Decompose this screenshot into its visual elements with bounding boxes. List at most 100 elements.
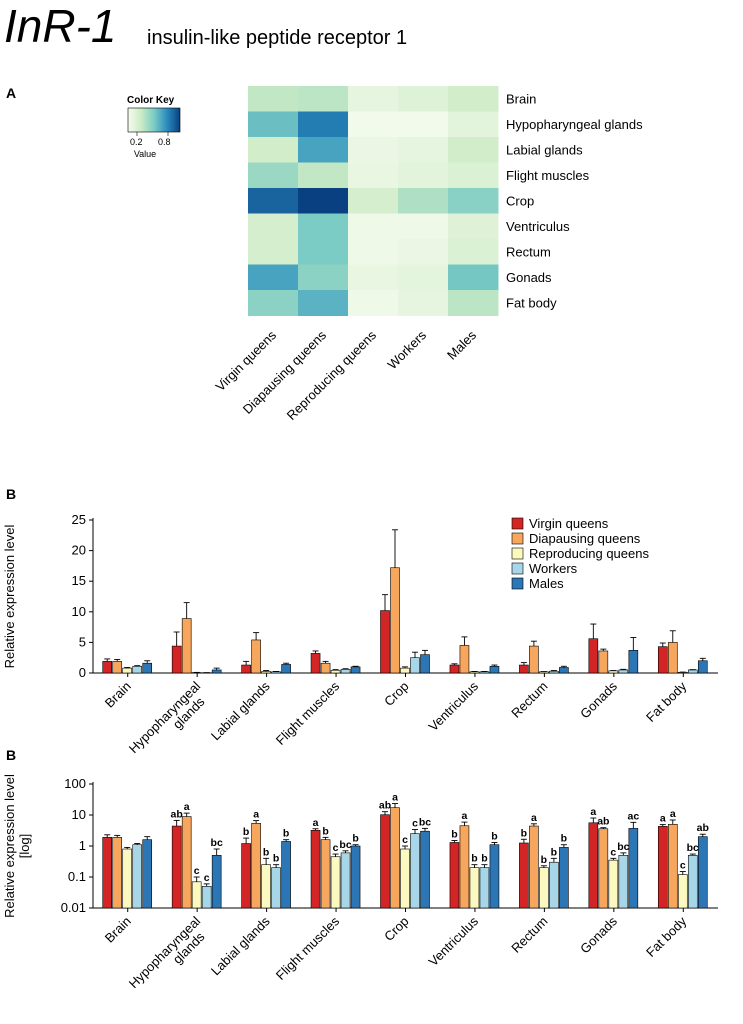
bar	[489, 665, 500, 674]
bar	[400, 848, 410, 909]
bar	[112, 837, 123, 909]
bar	[281, 664, 291, 674]
bar	[667, 824, 678, 909]
bar	[469, 671, 480, 674]
legend-swatch	[511, 577, 524, 590]
bar	[241, 664, 251, 674]
heatmap-cell	[448, 188, 499, 214]
x-tick-label: Flight muscles	[273, 678, 343, 748]
bar	[261, 671, 271, 674]
heatmap-cell	[298, 290, 349, 316]
bar	[380, 814, 390, 909]
bar	[519, 842, 529, 909]
bar	[459, 645, 470, 674]
x-tick-label-line: Rectum	[508, 679, 550, 721]
heatmap-cell	[248, 188, 299, 214]
y-tick-label: 100	[64, 776, 86, 791]
bar	[657, 646, 668, 674]
heatmap-row-label: Rectum	[506, 244, 551, 259]
bar	[390, 567, 400, 674]
y-axis-label: Relative expression level	[2, 524, 17, 668]
x-tick-label: Fat body	[643, 678, 690, 725]
significance-label: bc	[339, 839, 351, 851]
significance-label: c	[333, 842, 339, 854]
bar	[549, 670, 559, 674]
bar	[400, 667, 410, 674]
bar	[420, 830, 430, 909]
color-key-tick-1: 0.8	[158, 137, 171, 147]
bar	[469, 867, 480, 909]
significance-label: b	[521, 827, 527, 839]
bar	[459, 825, 470, 909]
x-tick-label: Labial glands	[208, 678, 273, 743]
bar	[608, 859, 619, 909]
significance-label: c	[402, 834, 408, 846]
color-key-gradient	[127, 107, 181, 133]
bar	[479, 671, 490, 674]
significance-label: b	[551, 846, 557, 858]
bar	[618, 855, 629, 909]
significance-label: bc	[687, 842, 699, 854]
x-tick-label-line: Crop	[381, 914, 412, 945]
heatmap-column-label: Males	[444, 327, 479, 362]
heatmap-cell	[398, 86, 449, 112]
significance-label: a	[253, 809, 259, 821]
x-tick-label: Gonads	[577, 913, 620, 956]
y-tick-label: 10	[72, 807, 86, 822]
heatmap-cell	[248, 162, 299, 189]
significance-label: ab	[697, 822, 709, 834]
heatmap-cell	[448, 213, 499, 240]
x-tick-label: Ventriculus	[425, 913, 481, 969]
legend-swatch	[511, 517, 524, 530]
heatmap-row-label: Gonads	[506, 270, 552, 285]
color-key-tick-0: 0.2	[130, 137, 143, 147]
legend-swatch	[511, 547, 524, 560]
heatmap-cell	[398, 137, 449, 163]
bar	[142, 662, 153, 674]
significance-label: c	[194, 865, 200, 877]
x-tick-label: Gonads	[577, 678, 620, 721]
x-tick-label-line: Ventriculus	[425, 678, 481, 734]
significance-label: b	[481, 853, 487, 865]
bar	[479, 867, 490, 909]
heatmap-cell	[398, 239, 449, 265]
heatmap-row-label: Brain	[506, 91, 536, 106]
bar	[211, 669, 222, 674]
bar	[201, 886, 212, 909]
bar	[618, 669, 629, 674]
bar	[281, 841, 291, 909]
y-tick-label: 0	[79, 665, 86, 680]
significance-label: b	[471, 853, 477, 865]
heatmap-cell	[448, 137, 499, 163]
heatmap-row-label: Labial glands	[506, 142, 583, 157]
significance-label: b	[451, 829, 457, 841]
bar	[132, 844, 143, 909]
heatmap-row-label: Flight muscles	[506, 168, 590, 183]
heatmap-cell	[298, 162, 349, 189]
significance-label: a	[313, 817, 319, 829]
bar	[628, 828, 639, 909]
bar	[191, 881, 202, 909]
heatmap-cell	[348, 137, 399, 163]
significance-label: a	[392, 792, 398, 804]
bar	[142, 839, 153, 909]
legend-swatch	[511, 532, 524, 545]
x-tick-label: Hypopharyngealglands	[126, 678, 214, 766]
bar	[132, 665, 143, 674]
significance-label: b	[352, 833, 358, 845]
heatmap-cell	[448, 239, 499, 265]
heatmap-row-label: Hypopharyngeal glands	[506, 117, 643, 132]
x-tick-label: Flight muscles	[273, 913, 343, 983]
x-tick-label-line: Flight muscles	[273, 678, 343, 748]
bar	[598, 650, 609, 674]
bar	[340, 852, 351, 909]
heatmap-cell	[398, 162, 449, 189]
bar	[320, 839, 331, 909]
heatmap-cell	[298, 188, 349, 214]
significance-label: a	[660, 813, 666, 825]
significance-label: b	[263, 846, 269, 858]
bar	[489, 844, 500, 909]
bar	[102, 661, 113, 674]
significance-label: a	[184, 801, 190, 813]
